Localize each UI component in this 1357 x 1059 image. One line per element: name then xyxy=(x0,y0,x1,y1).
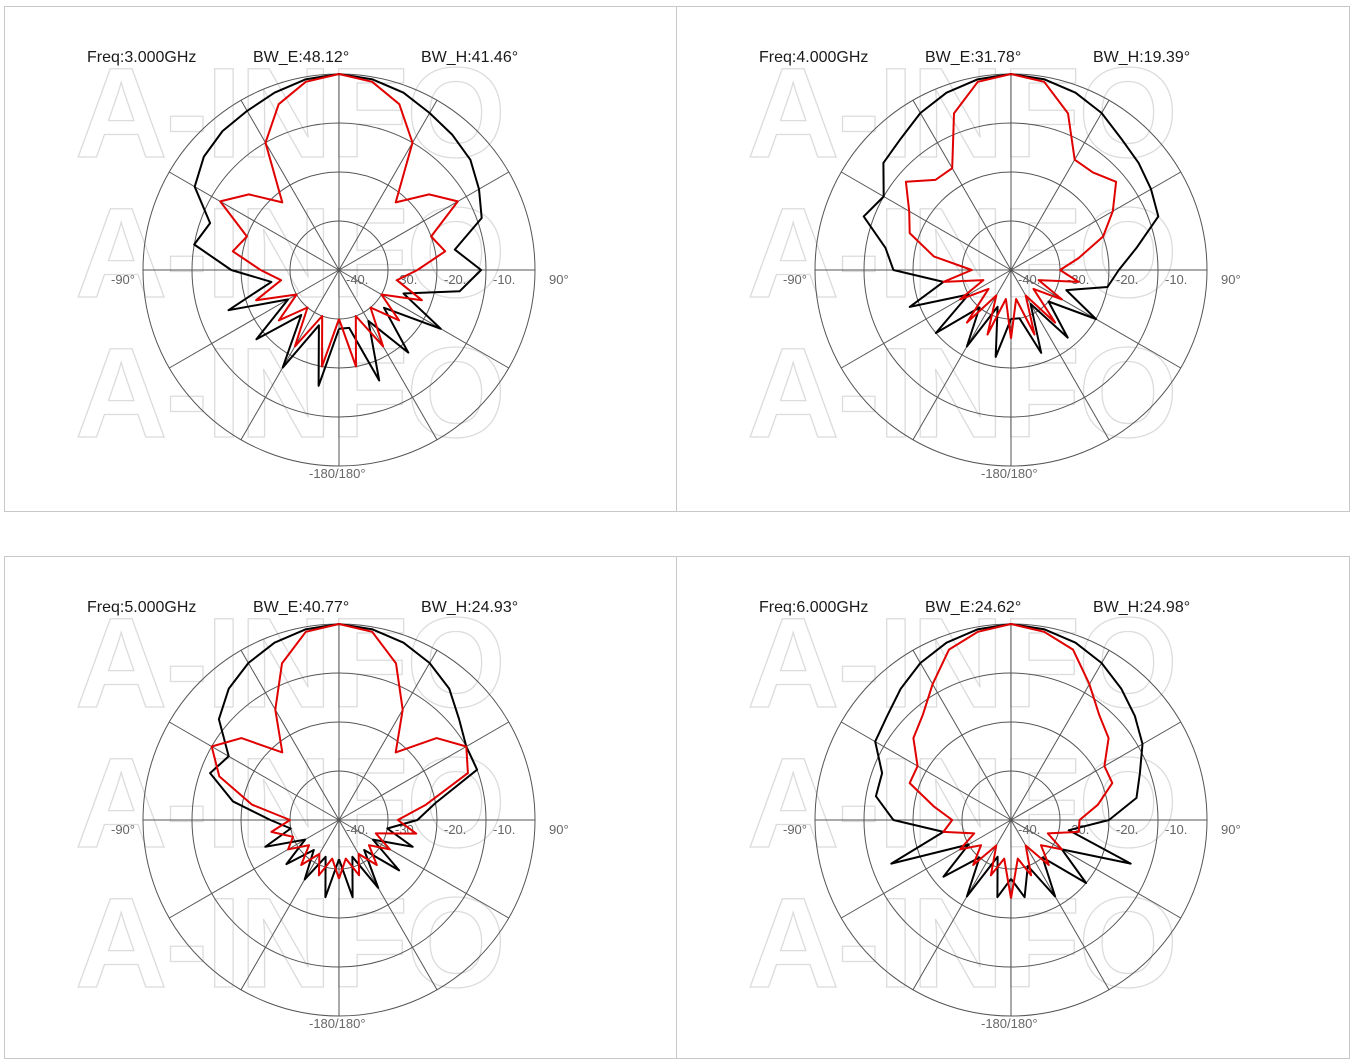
grid-spoke xyxy=(1010,100,1110,271)
grid-spoke xyxy=(841,269,1012,369)
polar-panel-3ghz: Freq:3.000GHz BW_E:48.12° BW_H:41.46° A-… xyxy=(4,6,677,512)
grid-spoke xyxy=(912,100,1012,271)
freq-label: Freq:4.000GHz xyxy=(759,49,869,66)
angle-label-bottom: -180/180° xyxy=(981,466,1038,481)
watermark-text: A-INFO xyxy=(75,42,504,185)
grid-spoke xyxy=(240,819,340,990)
angle-label-left: -90° xyxy=(111,822,135,837)
angle-label-left: -90° xyxy=(783,272,807,287)
polar-panel-5ghz: Freq:5.000GHz BW_E:40.77° BW_H:24.93° A-… xyxy=(4,556,677,1059)
grid-spoke xyxy=(338,819,509,919)
watermark-text: A-INFO xyxy=(747,322,1176,465)
grid-spoke xyxy=(240,100,340,271)
watermark-text: A-INFO xyxy=(75,182,504,325)
ring-label: -30. xyxy=(395,822,417,837)
series-red-trace xyxy=(908,623,1114,899)
polar-panel-6ghz: Freq:6.000GHz BW_E:24.62° BW_H:24.98° A-… xyxy=(676,556,1350,1059)
ring-label: -40. xyxy=(346,272,368,287)
angle-label-right: 90° xyxy=(549,822,569,837)
grid-spoke xyxy=(240,650,340,821)
angle-label-bottom: -180/180° xyxy=(981,1016,1038,1031)
grid-spoke xyxy=(338,721,509,821)
angle-label-bottom: -180/180° xyxy=(309,1016,366,1031)
ring-label: -40. xyxy=(1018,822,1040,837)
grid-spoke xyxy=(841,171,1012,271)
ring-label: -10. xyxy=(493,272,515,287)
ring-label: -10. xyxy=(1165,822,1187,837)
ring-label: -30. xyxy=(1067,272,1089,287)
ring-label: -10. xyxy=(493,822,515,837)
grid-spoke xyxy=(1010,721,1181,821)
angle-label-right: 90° xyxy=(549,272,569,287)
angle-label-bottom: -180/180° xyxy=(309,466,366,481)
bw-e-label: BW_E:48.12° xyxy=(253,49,350,66)
watermark-text: A-INFO xyxy=(747,42,1176,185)
watermark-text: A-INFO xyxy=(75,322,504,465)
angle-label-left: -90° xyxy=(783,822,807,837)
series-red-trace xyxy=(219,73,459,368)
grid-spoke xyxy=(338,650,438,821)
grid-spoke xyxy=(169,171,340,271)
angle-label-left: -90° xyxy=(111,272,135,287)
grid-spoke xyxy=(1010,819,1110,990)
watermark-text: A-INFO xyxy=(75,592,504,735)
ring-label: -20. xyxy=(1116,272,1138,287)
bw-e-label: BW_E:40.77° xyxy=(253,599,350,616)
ring-label: -10. xyxy=(1165,272,1187,287)
grid-spoke xyxy=(841,819,1012,919)
grid-spoke xyxy=(338,100,438,271)
series-red-trace xyxy=(210,623,469,880)
freq-label: Freq:5.000GHz xyxy=(87,599,197,616)
grid-spoke xyxy=(169,269,340,369)
grid-spoke xyxy=(169,721,340,821)
ring-label: -40. xyxy=(1018,272,1040,287)
grid-spoke xyxy=(1010,650,1110,821)
grid-spoke xyxy=(912,819,1012,990)
freq-label: Freq:3.000GHz xyxy=(87,49,197,66)
watermark-text: A-INFO xyxy=(747,592,1176,735)
bw-h-label: BW_H:19.39° xyxy=(1093,49,1191,66)
grid-spoke xyxy=(1010,819,1181,919)
grid-spoke xyxy=(338,171,509,271)
grid-spoke xyxy=(338,269,438,440)
angle-label-right: 90° xyxy=(1221,822,1241,837)
ring-label: -20. xyxy=(444,822,466,837)
bw-e-label: BW_E:31.78° xyxy=(925,49,1022,66)
grid-spoke xyxy=(338,269,509,369)
watermark-text: A-INFO xyxy=(75,872,504,1015)
watermark-text: A-INFO xyxy=(747,872,1176,1015)
polar-panel-4ghz: Freq:4.000GHz BW_E:31.78° BW_H:19.39° A-… xyxy=(676,6,1350,512)
bw-h-label: BW_H:24.98° xyxy=(1093,599,1191,616)
grid-spoke xyxy=(240,269,340,440)
ring-label: -20. xyxy=(444,272,466,287)
freq-label: Freq:6.000GHz xyxy=(759,599,869,616)
grid-spoke xyxy=(841,721,1012,821)
series-red-trace xyxy=(904,73,1118,339)
grid-spoke xyxy=(1010,171,1181,271)
bw-h-label: BW_H:41.46° xyxy=(421,49,519,66)
bw-e-label: BW_E:24.62° xyxy=(925,599,1022,616)
ring-label: -20. xyxy=(1116,822,1138,837)
grid-spoke xyxy=(912,650,1012,821)
grid-spoke xyxy=(169,819,340,919)
angle-label-right: 90° xyxy=(1221,272,1241,287)
grid-spoke xyxy=(338,819,438,990)
ring-label: -40. xyxy=(346,822,368,837)
watermark-text: A-INFO xyxy=(75,732,504,875)
bw-h-label: BW_H:24.93° xyxy=(421,599,519,616)
